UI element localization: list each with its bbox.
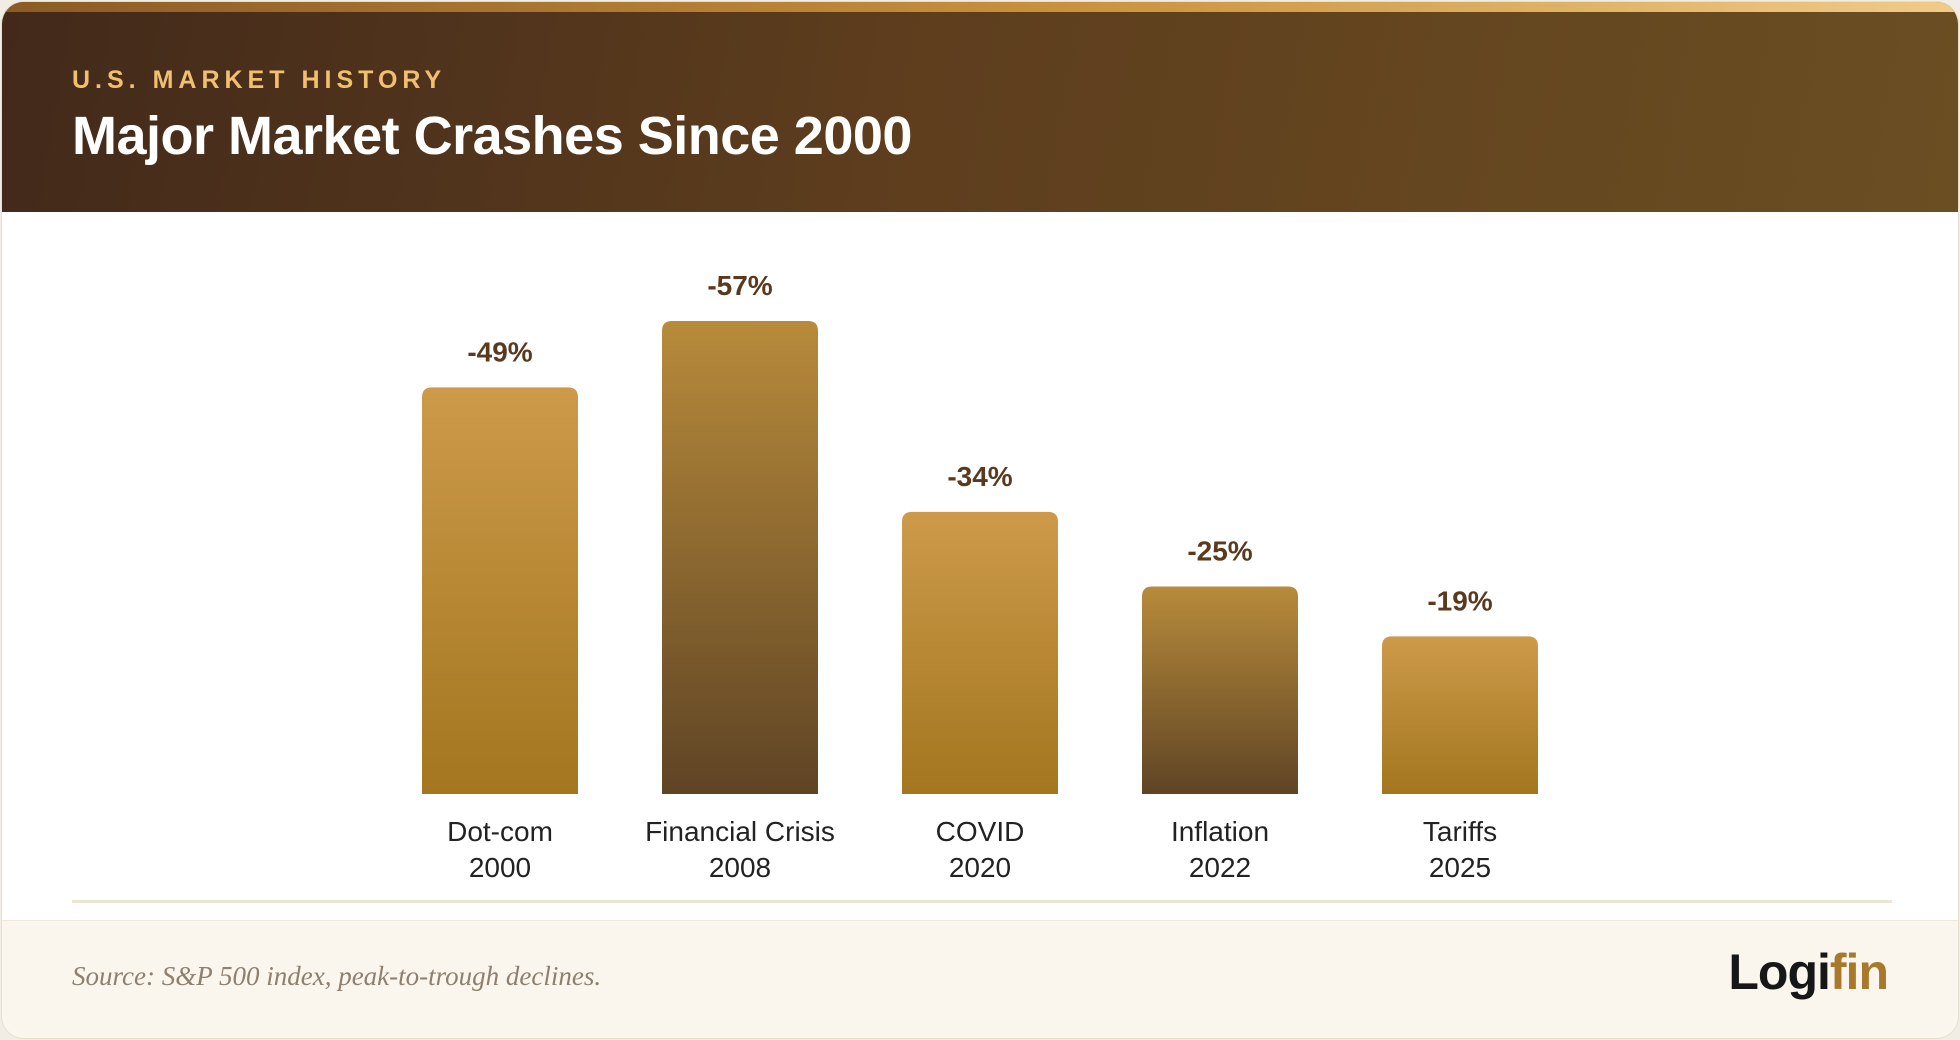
category-year-1: 2000 bbox=[469, 852, 531, 883]
chart-footer: Source: S&P 500 index, peak-to-trough de… bbox=[2, 920, 1958, 1038]
category-label-5: Tariffs 2025 bbox=[1423, 816, 1497, 883]
logo-suffix: fin bbox=[1829, 944, 1889, 1000]
data-label-5: -19% bbox=[1427, 585, 1492, 616]
bar-5 bbox=[1382, 636, 1538, 794]
source-note: Source: S&P 500 index, peak-to-trough de… bbox=[72, 961, 602, 991]
chart-title: Major Market Crashes Since 2000 bbox=[72, 106, 912, 166]
chart-header: U.S. MARKET HISTORY Major Market Crashes… bbox=[2, 2, 1958, 212]
data-label-3: -34% bbox=[947, 461, 1012, 492]
data-label-2: -57% bbox=[707, 270, 772, 301]
category-label-2: Financial Crisis 2008 bbox=[645, 816, 835, 883]
category-label-4: Inflation 2022 bbox=[1171, 816, 1269, 883]
bar-chart: -49% Dot-com 2000 -57% Financial Crisis 2008 -… bbox=[422, 270, 1538, 883]
category-name-2: Financial Crisis bbox=[645, 816, 835, 847]
category-name-3: COVID bbox=[936, 816, 1025, 847]
section-eyebrow: U.S. MARKET HISTORY bbox=[72, 66, 447, 94]
chart-divider bbox=[72, 900, 1892, 903]
chart-area: -49% Dot-com 2000 -57% Financial Crisis 2008 -… bbox=[2, 212, 1958, 902]
header-accent-line bbox=[2, 2, 1958, 12]
bar-3 bbox=[902, 511, 1058, 794]
category-label-1: Dot-com 2000 bbox=[447, 816, 553, 883]
category-year-3: 2020 bbox=[949, 852, 1011, 883]
category-year-5: 2025 bbox=[1429, 852, 1491, 883]
category-name-5: Tariffs bbox=[1423, 816, 1497, 847]
category-label-3: COVID 2020 bbox=[936, 816, 1025, 883]
data-label-4: -25% bbox=[1187, 536, 1252, 567]
logo-prefix: Logi bbox=[1728, 944, 1831, 1000]
bar-2 bbox=[662, 321, 818, 794]
logifin-logo: Logifin bbox=[1728, 943, 1889, 1001]
data-label-1: -49% bbox=[467, 336, 532, 367]
bar-1 bbox=[422, 387, 578, 794]
category-name-1: Dot-com bbox=[447, 816, 553, 847]
bar-4 bbox=[1142, 586, 1298, 794]
category-year-4: 2022 bbox=[1189, 852, 1251, 883]
category-name-4: Inflation bbox=[1171, 816, 1269, 847]
category-year-2: 2008 bbox=[709, 852, 771, 883]
